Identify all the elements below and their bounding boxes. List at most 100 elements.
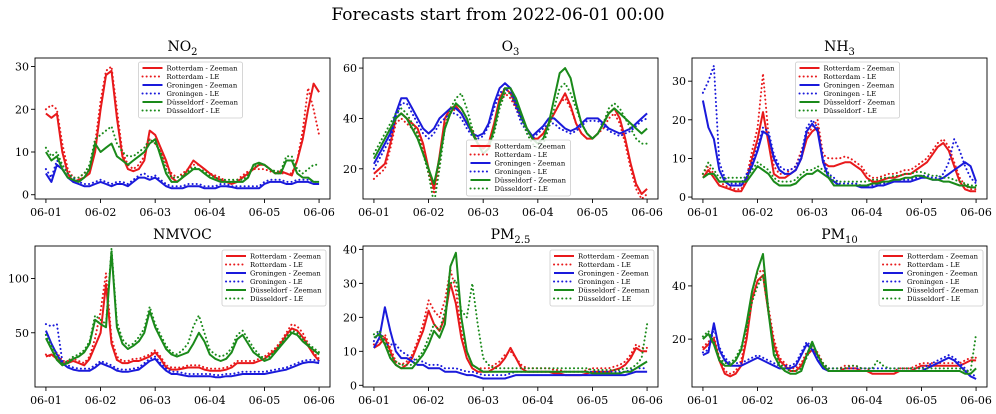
- legend-label: Düsseldorf - Zeeman: [578, 287, 650, 295]
- legend-label: Rotterdam - Zeeman: [167, 65, 239, 73]
- x-tick-label: 06-03: [139, 394, 171, 407]
- y-tick-label: 20: [343, 311, 357, 324]
- x-tick-label: 06-03: [467, 206, 499, 219]
- series-line-dusseldorf-zeeman: [702, 253, 977, 375]
- series-group: [372, 251, 649, 380]
- x-tick-label: 06-01: [687, 394, 719, 407]
- series-line-dusseldorf-le: [372, 82, 649, 199]
- legend-label: Düsseldorf - Zeeman: [824, 99, 896, 107]
- chart-panel-nmvoc: NMVOC 06-01 06-02 06-03 06-04 06-05 06-06 50 100…: [8, 227, 335, 407]
- x-tick-label: 06-02: [742, 206, 774, 219]
- legend-label: Rotterdam - LE: [824, 73, 877, 81]
- x-tick-label: 06-04: [194, 394, 226, 407]
- series-line-dusseldorf-zeeman: [45, 250, 320, 367]
- chart-title: NMVOC: [153, 227, 212, 243]
- x-tick-label: 06-06: [960, 394, 992, 407]
- series-line-rotterdam-le: [372, 268, 649, 373]
- legend-label: Groningen - Zeeman: [824, 82, 895, 90]
- series-line-dusseldorf-le: [701, 274, 978, 372]
- x-tick-label: 06-01: [30, 206, 62, 219]
- axes-frame: [34, 245, 331, 388]
- x-tick-label: 06-03: [139, 206, 171, 219]
- x-tick-label: 06-03: [796, 206, 828, 219]
- series-line-groningen-zeeman: [45, 163, 320, 190]
- x-tick-label: 06-02: [413, 394, 445, 407]
- legend-label: Rotterdam - LE: [578, 261, 631, 269]
- chart-title-subscript: 3: [849, 47, 855, 58]
- series-line-rotterdam-le: [372, 92, 649, 199]
- chart-title-subscript: 3: [513, 47, 519, 58]
- legend-box: [549, 249, 655, 307]
- y-tick-label: 40: [672, 280, 686, 293]
- series-line-dusseldorf-le: [372, 279, 649, 371]
- figure-title: Forecasts start from 2022-06-01 00:00: [331, 5, 665, 25]
- legend-label: Düsseldorf - Zeeman: [167, 99, 239, 107]
- series-line-groningen-le: [372, 87, 649, 170]
- series-line-rotterdam-zeeman: [373, 282, 648, 377]
- y-tick-label: 10: [672, 152, 686, 165]
- series-group: [44, 65, 321, 190]
- y-tick-label: 20: [672, 333, 686, 346]
- legend-box: [795, 61, 900, 119]
- legend-label: Groningen - Zeeman: [250, 270, 321, 278]
- x-tick-label: 06-06: [303, 206, 335, 219]
- series-line-groningen-zeeman: [373, 306, 648, 380]
- legend-label: Groningen - Zeeman: [907, 270, 978, 278]
- legend-label: Groningen - Zeeman: [167, 82, 238, 90]
- axes-frame: [34, 57, 331, 200]
- legend-label: Groningen - Zeeman: [578, 270, 649, 278]
- y-tick-label: 50: [15, 327, 29, 340]
- series-group: [701, 253, 978, 380]
- x-tick-label: 06-05: [906, 206, 938, 219]
- legend-label: Groningen - LE: [578, 278, 631, 286]
- legend-label: Rotterdam - Zeeman: [250, 253, 322, 261]
- x-tick-label: 06-05: [906, 394, 938, 407]
- y-tick-label: 30: [15, 61, 29, 74]
- x-tick-label: 06-06: [631, 206, 663, 219]
- legend-label: Groningen - LE: [495, 168, 548, 176]
- legend-label: Düsseldorf - LE: [824, 107, 877, 115]
- series-line-groningen-zeeman: [44, 330, 320, 379]
- series-line-groningen-le: [44, 323, 321, 377]
- series-line-rotterdam-le: [701, 72, 978, 191]
- legend-label: Rotterdam - Zeeman: [578, 253, 650, 261]
- legend-label: Düsseldorf - Zeeman: [907, 287, 979, 295]
- y-tick-label: 10: [15, 146, 29, 159]
- x-tick-label: 06-02: [85, 394, 117, 407]
- x-tick-label: 06-03: [467, 394, 499, 407]
- axes-frame: [362, 245, 659, 388]
- chart-title-subscript: 10: [845, 235, 858, 246]
- series-line-rotterdam-le: [44, 272, 321, 370]
- series-group: [701, 64, 978, 193]
- x-tick-label: 06-05: [577, 206, 609, 219]
- series-line-dusseldorf-zeeman: [702, 165, 977, 189]
- series-line-dusseldorf-le: [44, 125, 321, 181]
- series-line-dusseldorf-le: [701, 161, 978, 187]
- x-tick-label: 06-05: [249, 206, 281, 219]
- axes-frame: [691, 245, 988, 388]
- x-tick-label: 06-02: [742, 394, 774, 407]
- legend-label: Groningen - LE: [907, 278, 960, 286]
- series-group: [372, 67, 649, 199]
- series-line-dusseldorf-le: [44, 247, 321, 365]
- legend-label: Düsseldorf - LE: [578, 295, 631, 303]
- legend-label: Düsseldorf - LE: [495, 185, 548, 193]
- x-tick-label: 06-05: [249, 394, 281, 407]
- series-line-rotterdam-zeeman: [45, 283, 320, 372]
- y-tick-label: 0: [22, 189, 29, 202]
- y-tick-label: 40: [343, 243, 357, 256]
- legend-label: Düsseldorf - Zeeman: [250, 287, 322, 295]
- axes-frame: [691, 57, 988, 200]
- y-tick-label: 10: [343, 345, 357, 358]
- chart-title: NO2: [167, 39, 197, 58]
- y-tick-label: 20: [15, 103, 29, 116]
- series-line-dusseldorf-zeeman: [373, 251, 648, 375]
- y-tick-label: 0: [350, 379, 357, 392]
- legend-label: Rotterdam - LE: [907, 261, 960, 269]
